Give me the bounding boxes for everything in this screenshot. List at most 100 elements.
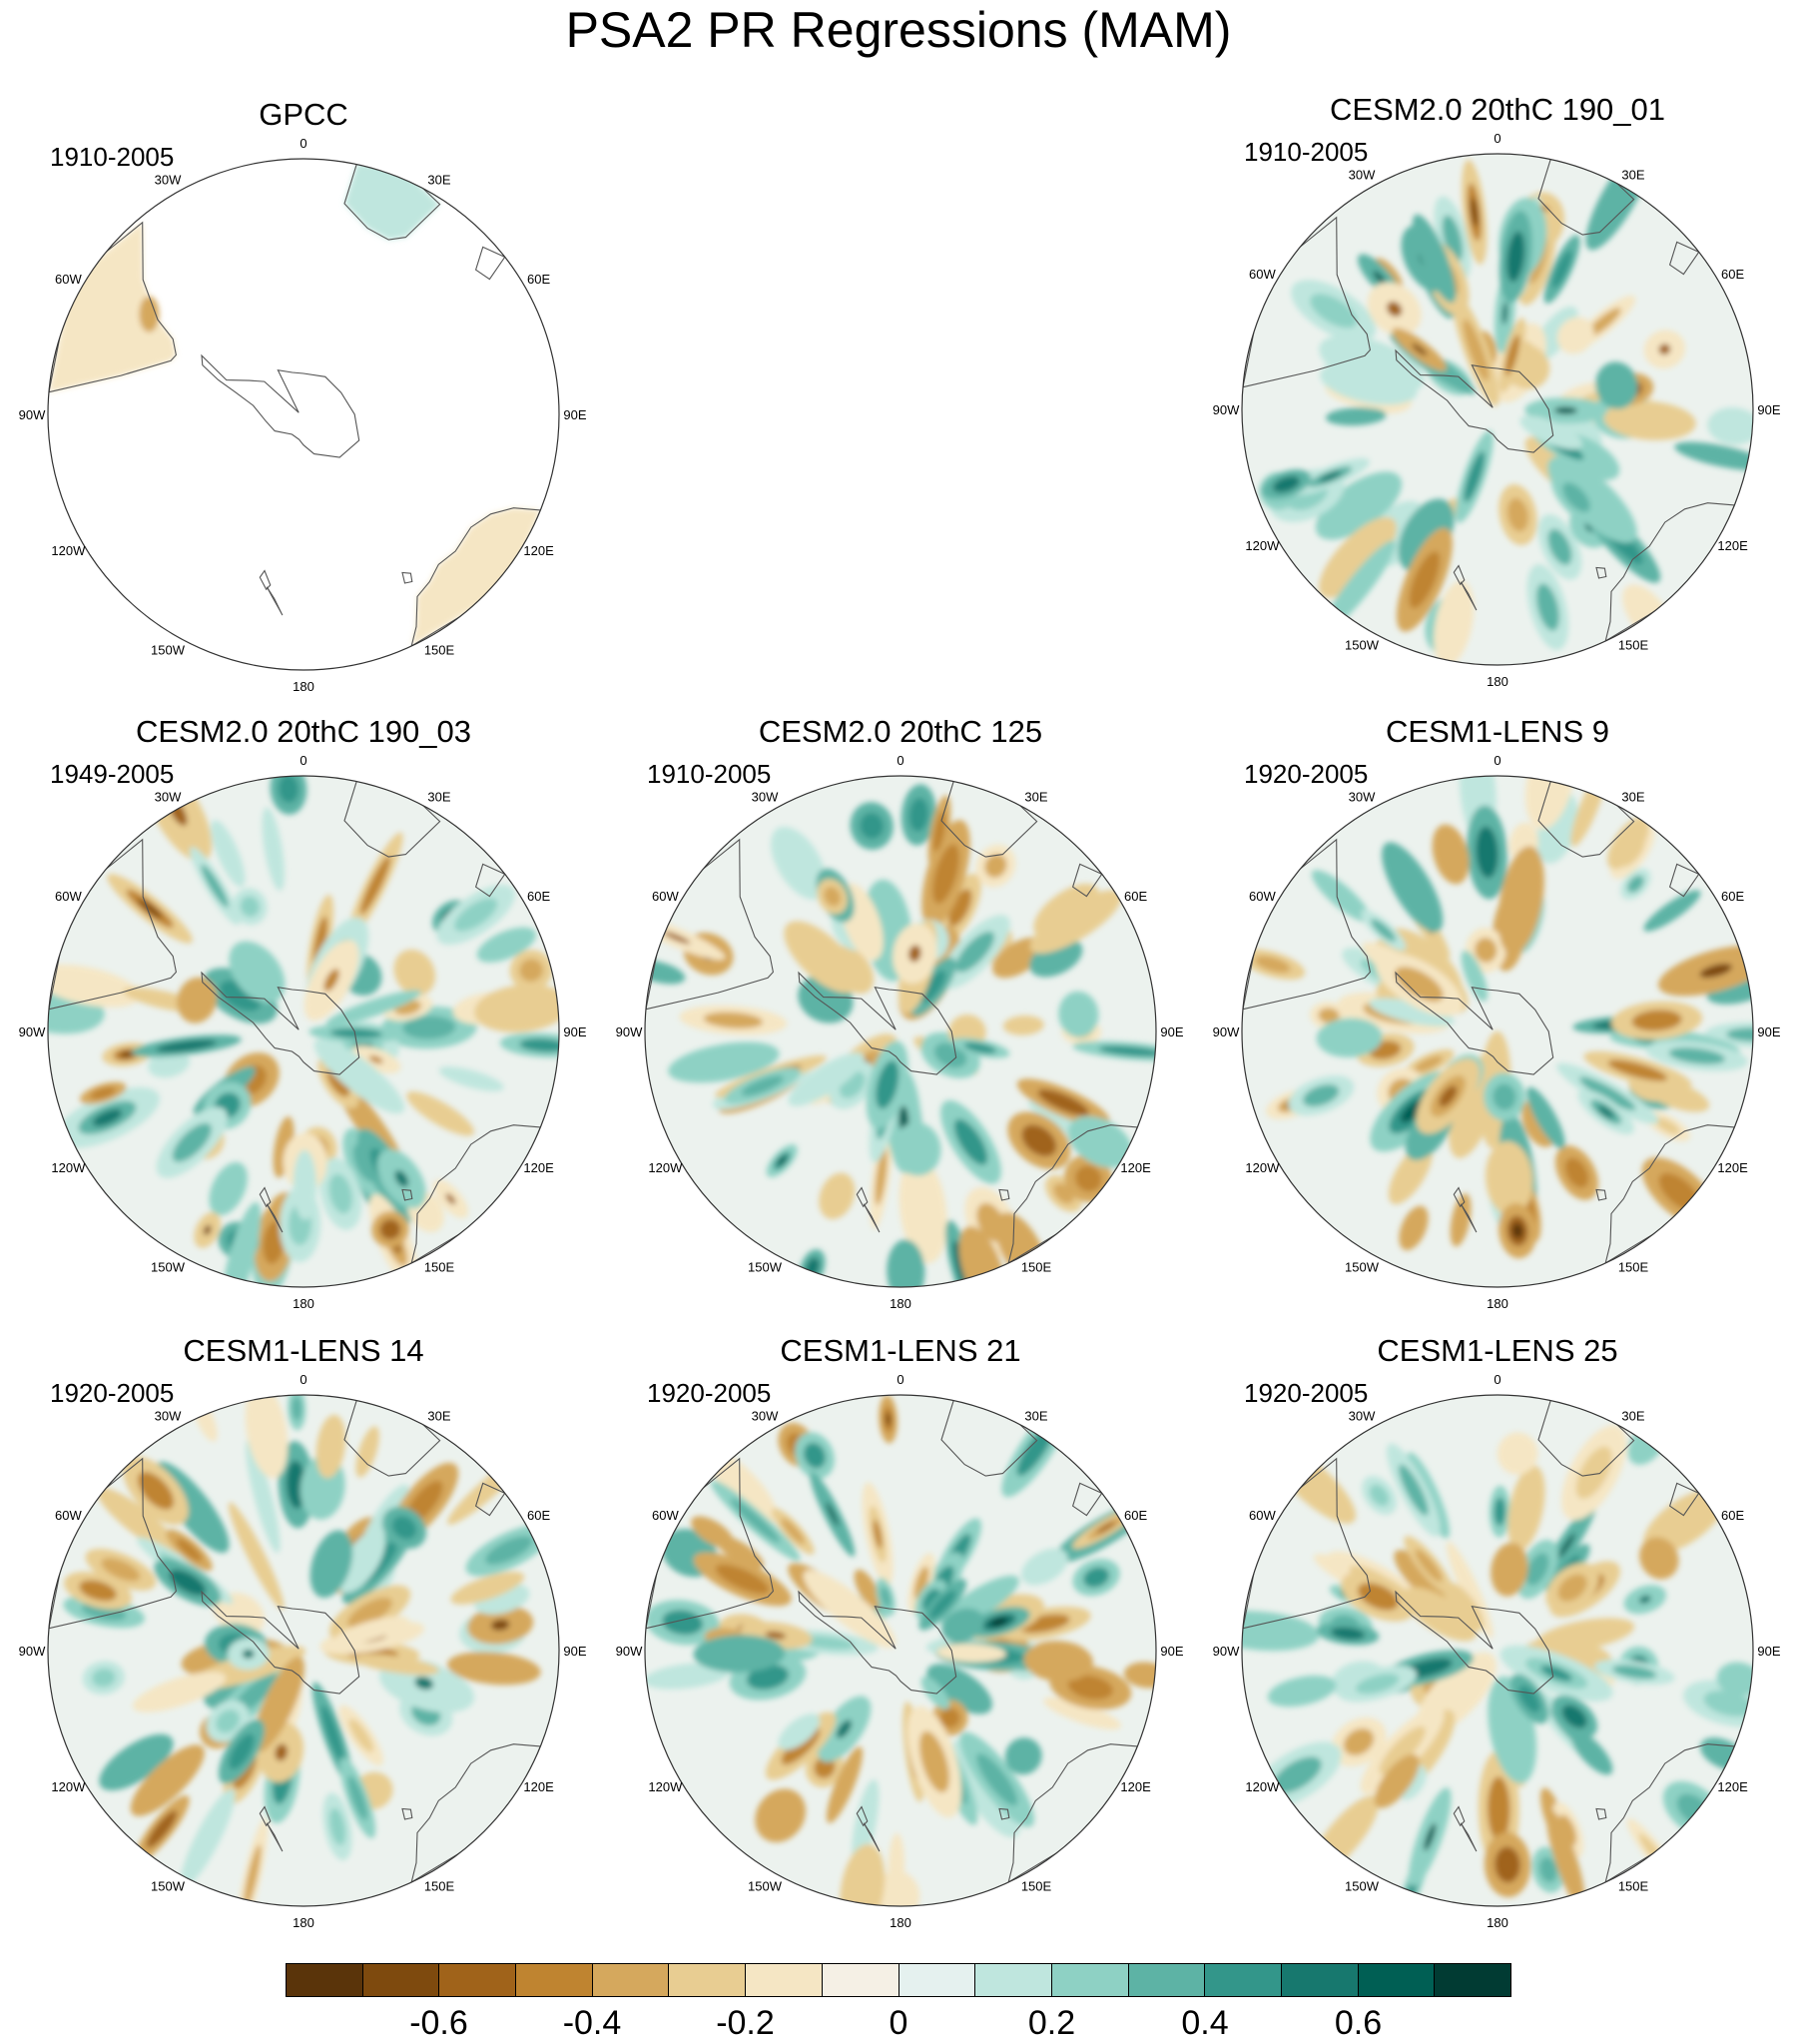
- longitude-label: 30E: [1024, 789, 1047, 804]
- longitude-label: 60E: [1721, 1508, 1744, 1523]
- longitude-label: 90W: [19, 1024, 46, 1039]
- polar-map-svg: 0 30E 60E 90E 120E 150E 180 150W 120W 90W 60W 30W: [616, 1372, 1184, 1930]
- longitude-label: 120W: [51, 1160, 86, 1175]
- panel-title: GPCC: [259, 97, 348, 132]
- panel-period: 1920-2005: [50, 1378, 175, 1408]
- longitude-label: 90E: [1757, 1644, 1780, 1659]
- longitude-label: 90E: [563, 1644, 586, 1659]
- longitude-label: 120W: [51, 543, 86, 558]
- colorbar-swatches: [286, 1963, 1511, 1997]
- longitude-label: 90E: [1160, 1644, 1183, 1659]
- regression-field: [48, 776, 559, 1287]
- polar-map-svg: 0 30E 60E 90E 120E 150E 180 150W 120W 90W 60W 30W: [616, 753, 1184, 1311]
- longitude-label: 30W: [752, 789, 779, 804]
- colorbar-swatch: [1435, 1964, 1510, 1996]
- longitude-label: 120W: [1245, 1779, 1280, 1794]
- longitude-label: 150E: [1618, 1260, 1649, 1275]
- longitude-label: 60W: [55, 1508, 82, 1523]
- colorbar-swatch: [287, 1964, 363, 1996]
- panel-period: 1910-2005: [50, 142, 175, 172]
- panel-title: CESM1-LENS 25: [1377, 1333, 1618, 1368]
- colorbar-tick-label: -0.6: [409, 2004, 468, 2042]
- longitude-label: 90W: [19, 407, 46, 422]
- longitude-label: 60W: [652, 1508, 679, 1523]
- map-panel-cesm1-lens-21: 0 30E 60E 90E 120E 150E 180 150W 120W 90W 60W 30W C…: [601, 1331, 1200, 1950]
- longitude-label: 150E: [1021, 1879, 1052, 1894]
- longitude-label: 150W: [151, 1879, 186, 1894]
- map-boundary: [644, 775, 1157, 1288]
- longitude-label: 180: [1487, 674, 1508, 689]
- panel-title: CESM1-LENS 21: [780, 1333, 1021, 1368]
- colorbar-swatch: [1358, 1964, 1436, 1996]
- longitude-label: 180: [293, 1296, 314, 1311]
- longitude-label: 90W: [1213, 1024, 1240, 1039]
- longitude-label: 90W: [616, 1024, 643, 1039]
- map-boundary: [644, 1394, 1157, 1907]
- longitude-label: 150W: [748, 1260, 783, 1275]
- map-boundary: [47, 158, 560, 671]
- longitude-label: 30W: [1349, 789, 1376, 804]
- polar-map-svg: 0 30E 60E 90E 120E 150E 180 150W 120W 90W 60W 30W: [1213, 753, 1781, 1311]
- polar-map-svg: 0 30E 60E 90E 120E 150E 180 150W 120W 90W 60W 30W: [19, 136, 587, 694]
- panel-title: CESM2.0 20thC 190_01: [1329, 92, 1666, 127]
- longitude-label: 150W: [748, 1879, 783, 1894]
- panel-title: CESM2.0 20thC 190_03: [135, 714, 472, 749]
- colorbar-tick-label: 0.2: [1027, 2004, 1076, 2042]
- longitude-label: 120E: [1717, 1779, 1748, 1794]
- longitude-label: 60W: [55, 889, 82, 904]
- longitude-label: 0: [300, 1372, 306, 1387]
- longitude-label: 60E: [1721, 267, 1744, 282]
- colorbar-tick-label: 0: [889, 2004, 908, 2042]
- colorbar-swatch: [975, 1964, 1052, 1996]
- longitude-label: 30W: [752, 1408, 779, 1423]
- colorbar-swatch: [898, 1964, 976, 1996]
- longitude-label: 30W: [1349, 1408, 1376, 1423]
- polar-map-svg: 0 30E 60E 90E 120E 150E 180 150W 120W 90W 60W 30W: [1213, 131, 1781, 689]
- longitude-label: 30W: [155, 1408, 182, 1423]
- panel-period: 1910-2005: [647, 759, 772, 789]
- polar-map-svg: 0 30E 60E 90E 120E 150E 180 150W 120W 90W 60W 30W: [1213, 1372, 1781, 1930]
- longitude-label: 60W: [55, 272, 82, 287]
- longitude-label: 150W: [1345, 1879, 1380, 1894]
- longitude-label: 180: [890, 1296, 911, 1311]
- longitude-label: 120E: [1120, 1160, 1151, 1175]
- longitude-label: 60E: [1721, 889, 1744, 904]
- longitude-label: 0: [1494, 1372, 1500, 1387]
- colorbar-swatch: [516, 1964, 593, 1996]
- longitude-label: 120E: [1120, 1779, 1151, 1794]
- map-boundary: [1241, 775, 1754, 1288]
- longitude-label: 0: [897, 753, 903, 768]
- longitude-label: 180: [293, 679, 314, 694]
- longitude-label: 0: [1494, 131, 1500, 146]
- longitude-label: 120E: [1717, 1160, 1748, 1175]
- longitude-label: 150W: [151, 643, 186, 658]
- longitude-label: 120W: [648, 1779, 683, 1794]
- map-panel-cesm2-190-01: 0 30E 60E 90E 120E 150E 180 150W 120W 90W 60W 30W C…: [1198, 90, 1797, 709]
- longitude-label: 30E: [1621, 167, 1644, 182]
- polar-map-svg: 0 30E 60E 90E 120E 150E 180 150W 120W 90W 60W 30W: [19, 753, 587, 1311]
- colorbar-swatch: [822, 1964, 899, 1996]
- longitude-label: 150E: [424, 1879, 455, 1894]
- longitude-label: 60E: [527, 272, 550, 287]
- colorbar-swatch: [1281, 1964, 1359, 1996]
- map-boundary: [1241, 153, 1754, 666]
- longitude-label: 0: [300, 136, 306, 151]
- longitude-label: 150W: [1345, 638, 1380, 653]
- longitude-label: 30E: [1621, 789, 1644, 804]
- longitude-label: 120E: [523, 1160, 554, 1175]
- longitude-label: 150E: [1618, 1879, 1649, 1894]
- longitude-label: 30W: [155, 789, 182, 804]
- colorbar-swatch: [669, 1964, 747, 1996]
- longitude-label: 30E: [1621, 1408, 1644, 1423]
- map-panel-cesm1-lens-25: 0 30E 60E 90E 120E 150E 180 150W 120W 90W 60W 30W C…: [1198, 1331, 1797, 1950]
- longitude-label: 90W: [616, 1644, 643, 1659]
- map-boundary: [47, 775, 560, 1288]
- longitude-label: 30E: [1024, 1408, 1047, 1423]
- regression-field: [1242, 154, 1753, 665]
- longitude-label: 60W: [1249, 1508, 1276, 1523]
- map-boundary: [1241, 1394, 1754, 1907]
- colorbar-tick-label: 0.4: [1181, 2004, 1229, 2042]
- longitude-label: 0: [300, 753, 306, 768]
- colorbar-swatch: [1128, 1964, 1206, 1996]
- colorbar-tick-label: -0.2: [716, 2004, 775, 2042]
